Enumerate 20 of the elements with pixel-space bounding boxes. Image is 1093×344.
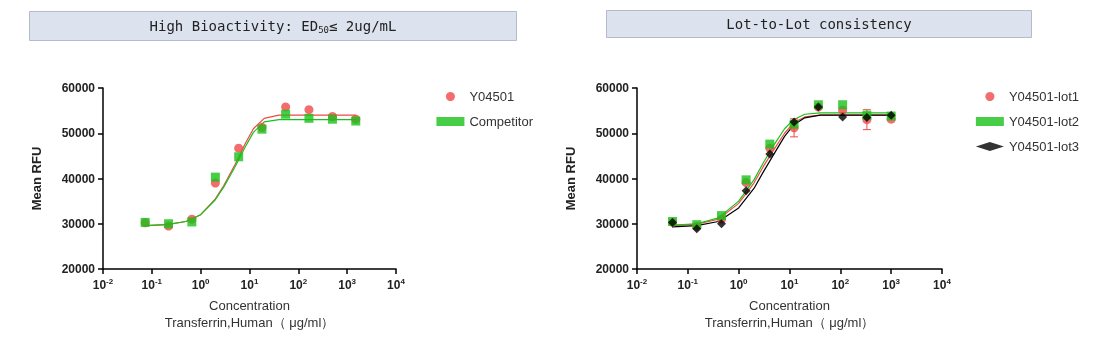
y-axis-title: Mean RFU <box>29 146 44 211</box>
legend-label: Y04501-lot1 <box>1008 89 1080 104</box>
chart-title: Lot-to-Lot consistency <box>726 16 912 32</box>
legend-label: Y04501-lot3 <box>1008 139 1080 154</box>
legend-label: Competitor <box>469 114 534 129</box>
y-tick-label: 40000 <box>595 171 630 186</box>
y-tick-label: 30000 <box>61 216 96 231</box>
y-axis-title: Mean RFU <box>563 146 578 211</box>
y-tick-label: 20000 <box>61 262 96 276</box>
y-tick-label: 50000 <box>61 126 96 141</box>
legend-label: Y04501 <box>469 89 515 104</box>
y-tick-label: 60000 <box>595 81 630 95</box>
legend-label: Y04501-lot2 <box>1008 114 1080 129</box>
y-tick-label: 40000 <box>61 171 96 186</box>
y-tick-label: 60000 <box>61 81 96 95</box>
y-tick-label: 50000 <box>595 126 630 141</box>
y-tick-label: 20000 <box>595 262 630 276</box>
x-axis-title: Concentration Transferrin,Human（ μg/ml） <box>164 298 335 330</box>
x-axis-title: Concentration Transferrin,Human（ μg/ml） <box>704 298 875 330</box>
y-tick-label: 30000 <box>595 216 630 231</box>
